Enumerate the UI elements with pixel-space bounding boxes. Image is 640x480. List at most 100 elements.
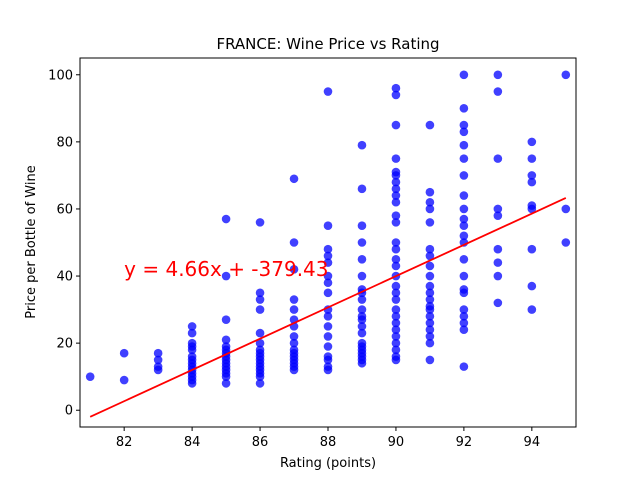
scatter-point: [459, 104, 469, 113]
scatter-point: [323, 87, 333, 96]
scatter-point: [391, 261, 401, 271]
scatter-point: [527, 154, 537, 163]
scatter-point: [425, 332, 435, 341]
scatter-point: [493, 298, 503, 308]
scatter-point: [221, 271, 231, 281]
scatter-point: [391, 338, 401, 348]
y-tick-label: 60: [56, 202, 73, 217]
scatter-point: [493, 204, 503, 214]
scatter-point: [187, 345, 197, 355]
scatter-point: [357, 271, 367, 281]
scatter-point: [221, 315, 231, 324]
scatter-point: [391, 238, 401, 247]
scatter-point: [119, 375, 129, 385]
scatter-point: [459, 120, 469, 130]
scatter-point: [391, 184, 401, 194]
scatter-point: [391, 83, 401, 93]
x-tick-label: 82: [116, 435, 133, 450]
scatter-point: [221, 335, 231, 345]
scatter-point: [391, 325, 401, 335]
scatter-point: [85, 372, 95, 381]
scatter-point: [425, 120, 435, 130]
y-tick-label: 0: [65, 404, 73, 419]
scatter-point: [255, 379, 265, 388]
y-axis: 0 20 40 60 80 100: [48, 68, 80, 419]
scatter-point: [391, 254, 401, 264]
scatter-point: [391, 90, 401, 100]
scatter-point: [561, 70, 571, 80]
scatter-point: [391, 218, 401, 227]
scatter-point: [493, 244, 503, 254]
scatter-point: [187, 322, 197, 331]
x-tick-label: 84: [184, 435, 201, 450]
x-axis: 82 84 86 88 90 92 94: [116, 427, 540, 450]
scatter-point: [459, 204, 469, 214]
scatter-point: [255, 305, 265, 314]
scatter-point: [391, 305, 401, 314]
x-tick-label: 90: [388, 435, 405, 450]
scatter-point: [459, 362, 469, 371]
scatter-point: [459, 231, 469, 241]
scatter-point: [289, 265, 299, 274]
scatter-point: [221, 214, 231, 224]
scatter-point: [153, 348, 163, 358]
scatter-point: [391, 355, 401, 365]
scatter-point: [493, 258, 503, 267]
scatter-point: [357, 184, 367, 194]
scatter-point: [119, 348, 129, 358]
scatter-point: [425, 187, 435, 197]
scatter-point: [425, 251, 435, 261]
scatter-point: [425, 271, 435, 281]
scatter-point: [425, 355, 435, 365]
scatter-point: [493, 211, 503, 220]
y-tick-label: 20: [56, 337, 73, 352]
scatter-point: [459, 70, 469, 80]
scatter-point: [289, 238, 299, 247]
scatter-point: [459, 214, 469, 224]
scatter-point: [527, 244, 537, 254]
scatter-point: [527, 177, 537, 187]
scatter-point: [357, 295, 367, 304]
scatter-point: [153, 365, 163, 375]
scatter-point: [459, 221, 469, 231]
scatter-point: [493, 70, 503, 80]
y-tick-label: 80: [56, 135, 73, 150]
scatter-point: [391, 244, 401, 254]
scatter-point: [459, 325, 469, 335]
scatter-point: [391, 197, 401, 207]
scatter-point: [425, 218, 435, 227]
scatter-point: [323, 322, 333, 331]
scatter-point: [255, 288, 265, 298]
scatter-point: [357, 221, 367, 231]
scatter-point: [323, 312, 333, 321]
scatter-point: [323, 221, 333, 231]
scatter-point: [493, 154, 503, 163]
scatter-point: [323, 355, 333, 365]
scatter-point: [459, 288, 469, 298]
scatter-point: [323, 365, 333, 375]
scatter-point: [391, 120, 401, 130]
scatter-point: [527, 137, 537, 147]
scatter-point: [459, 254, 469, 264]
scatter-point: [425, 204, 435, 214]
scatter-point: [255, 218, 265, 227]
scatter-point: [527, 204, 537, 214]
scatter-point: [357, 238, 367, 247]
scatter-point: [255, 372, 265, 381]
trendline: [89, 197, 567, 418]
scatter-point: [357, 328, 367, 338]
scatter-point: [187, 328, 197, 338]
x-tick-label: 94: [524, 435, 541, 450]
scatter-point: [289, 305, 299, 314]
x-tick-label: 88: [320, 435, 337, 450]
scatter-point: [459, 171, 469, 180]
scatter-point: [391, 332, 401, 341]
scatter-point: [255, 338, 265, 348]
scatter-point: [323, 288, 333, 298]
scatter-point: [459, 191, 469, 200]
scatter-point: [391, 345, 401, 355]
scatter-point: [323, 244, 333, 254]
scatter-point: [391, 288, 401, 298]
